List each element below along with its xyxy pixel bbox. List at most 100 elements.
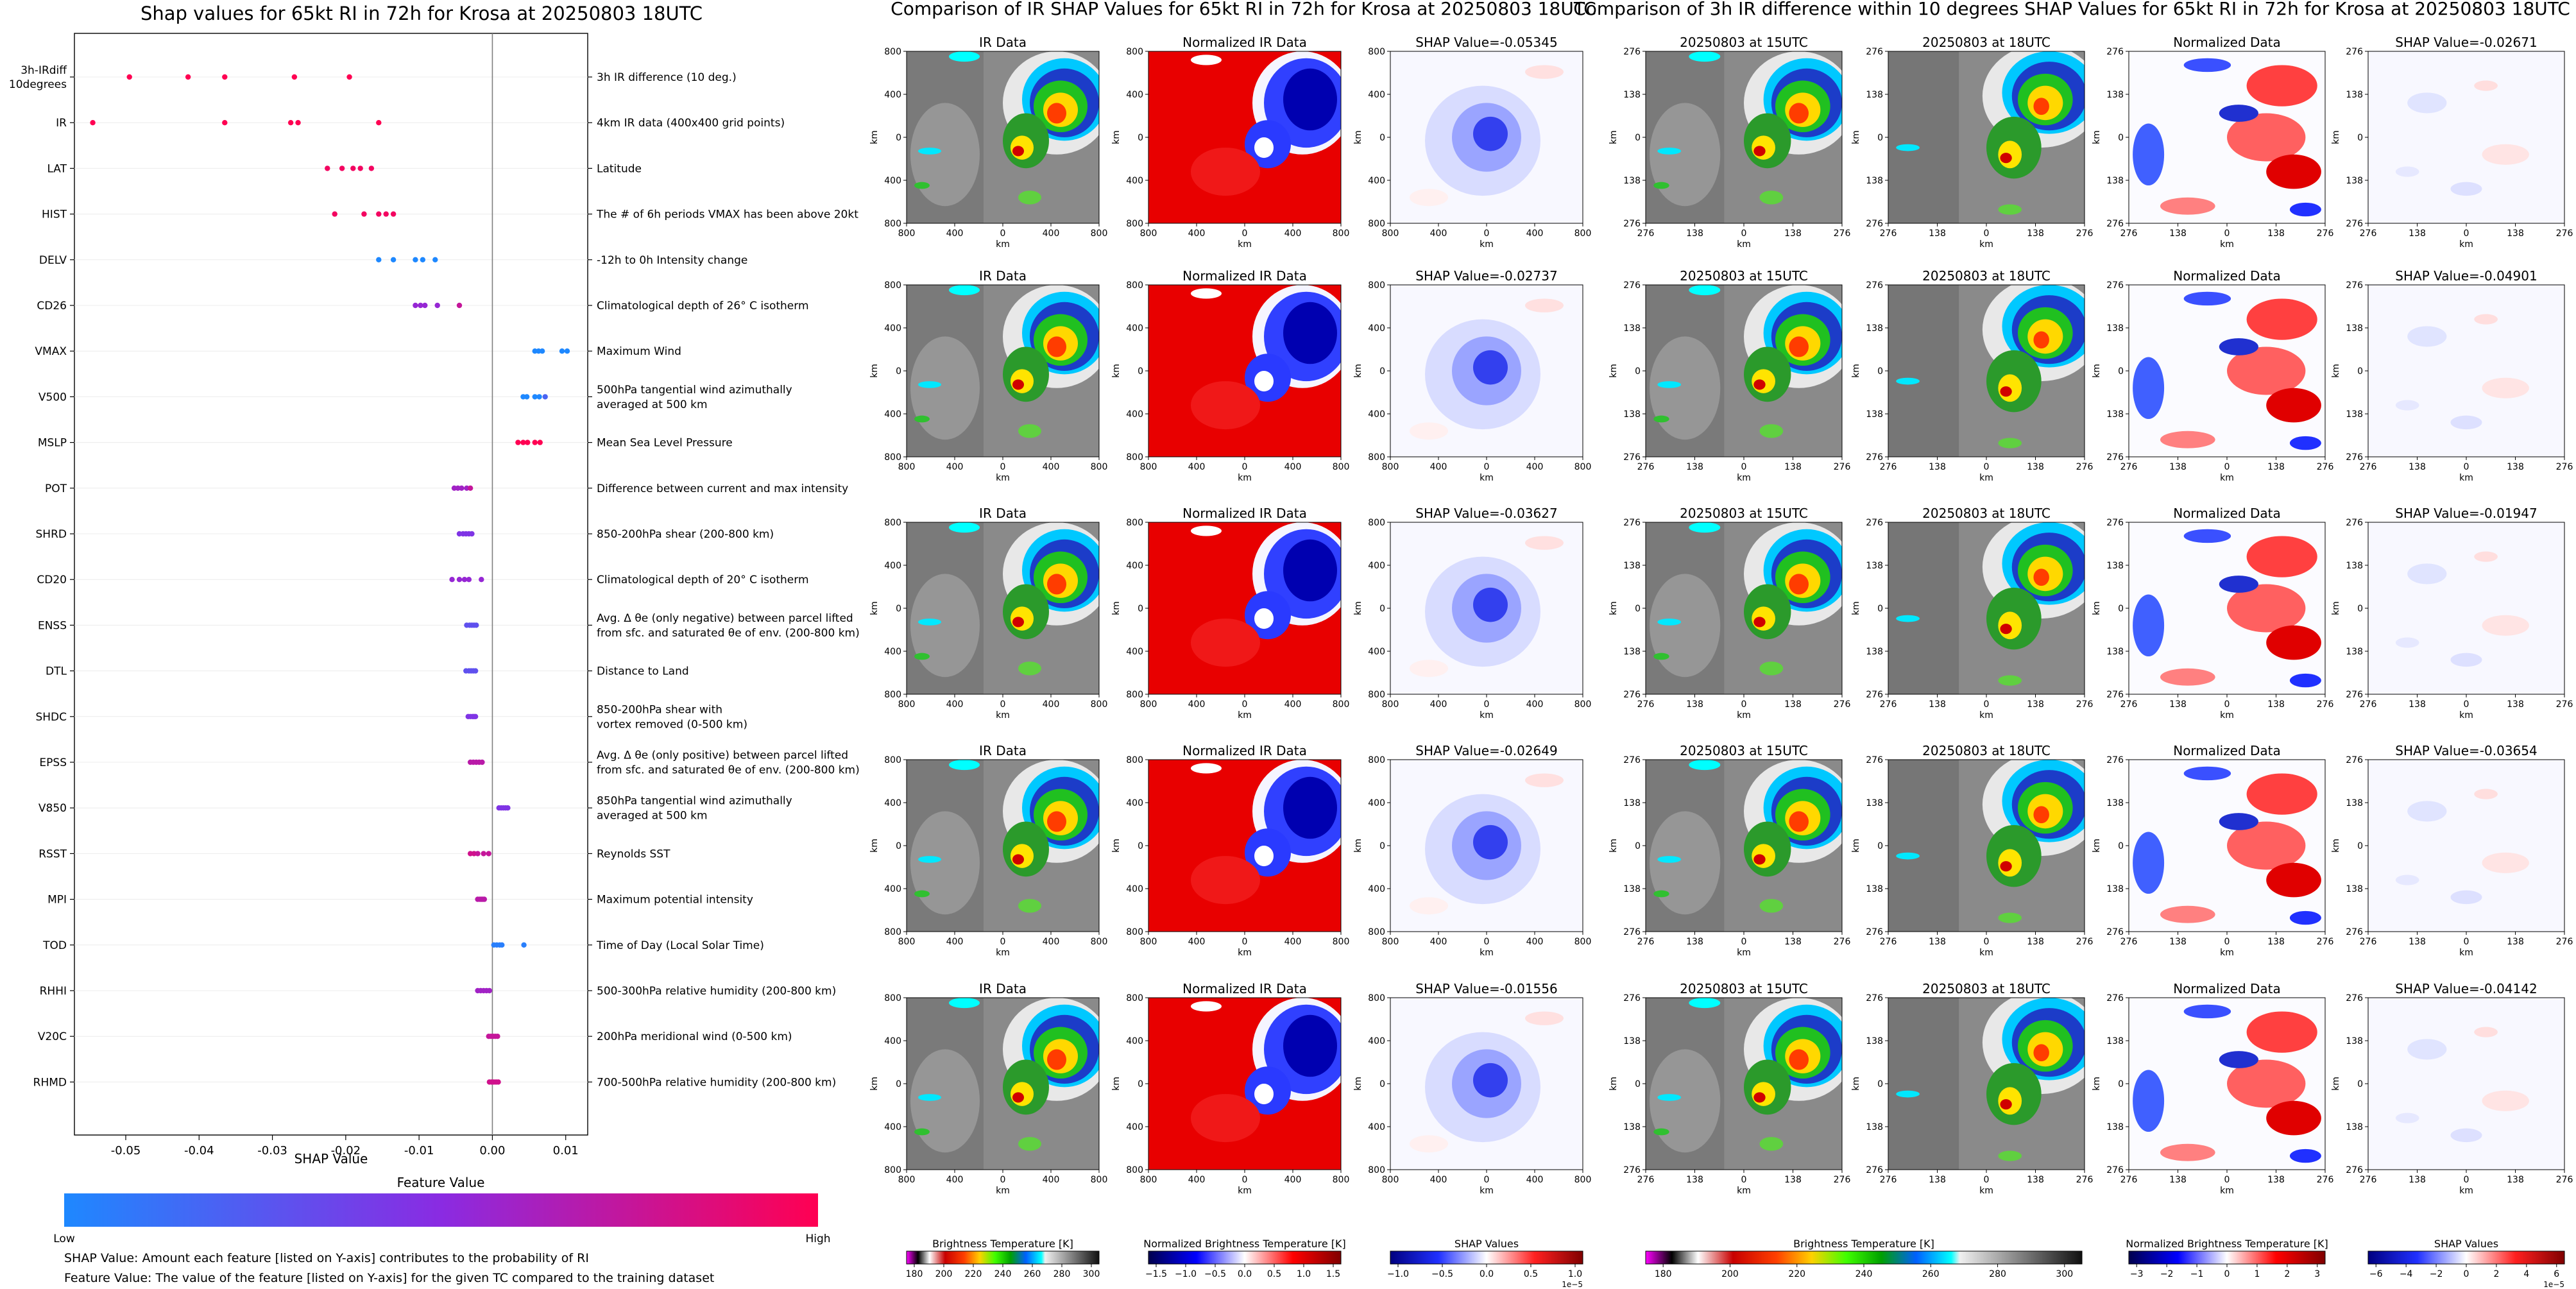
colorbar-gradient [906, 1251, 1100, 1265]
x-tick-label: 138 [2409, 228, 2426, 239]
panel-image [1645, 284, 1843, 457]
y-tick-label: 138 [1623, 647, 1641, 657]
y-tick-label: 0 [1379, 133, 1385, 143]
y-tick-label: 400 [884, 1036, 901, 1046]
feature-label: RHMD [33, 1076, 67, 1089]
image-panel: Normalized IR Data8008004004000040040080… [1111, 35, 1349, 250]
panel-title: 20250803 at 15UTC [1680, 743, 1808, 758]
colorbar-tick-label: 240 [1855, 1269, 1873, 1279]
feature-value-colorbar-label: Feature Value [397, 1175, 485, 1190]
y-tick-label: 276 [2106, 927, 2124, 937]
y-tick-label: 800 [884, 518, 901, 528]
x-tick-label: 400 [1043, 462, 1060, 472]
y-tick-label: 276 [1866, 690, 1883, 700]
x-tick-label: 400 [1284, 228, 1302, 239]
colorbar-tick-label: −3 [2130, 1269, 2144, 1279]
x-tick-label: 800 [1333, 699, 1350, 710]
colorbar-tick-label: 240 [994, 1269, 1012, 1279]
shap-point [499, 942, 505, 948]
colorbar-label: Normalized Brightness Temperature [K] [1143, 1238, 1346, 1250]
diff-shap-comparison: Comparison of 3h IR difference within 10… [1573, 0, 2573, 1289]
y-tick-label: 400 [884, 884, 901, 894]
feature-label: MSLP [38, 437, 67, 450]
y-tick-label: 800 [884, 927, 901, 937]
panel-image [2367, 51, 2565, 224]
shap-point [346, 74, 352, 80]
y-axis-label: km [2331, 839, 2341, 853]
y-tick-label: 276 [1623, 47, 1641, 57]
x-tick-label: 0 [1484, 937, 1490, 947]
y-tick-label: 138 [2346, 176, 2363, 186]
x-axis-label: km [1480, 239, 1494, 250]
y-tick-label: 800 [884, 452, 901, 463]
feature-description: 4km IR data (400x400 grid points) [597, 117, 785, 130]
x-tick-label: 0 [1984, 228, 1990, 239]
y-tick-label: 800 [1126, 993, 1143, 1003]
y-axis-label: km [2331, 601, 2341, 615]
shap-point [479, 577, 484, 583]
y-axis-label: km [869, 1077, 880, 1091]
image-panel: SHAP Value=-0.04901276276138138001381382… [2331, 268, 2573, 483]
x-axis-label: km [1238, 239, 1252, 250]
x-tick-label: 138 [1686, 462, 1703, 472]
x-tick-label: 138 [2507, 1175, 2524, 1185]
y-tick-label: 800 [1368, 993, 1385, 1003]
y-tick-label: 138 [1623, 1036, 1641, 1046]
x-tick-label: 276 [2120, 1175, 2138, 1185]
x-tick-label: 276 [2076, 228, 2094, 239]
colorbar-tick-label: 4 [2523, 1269, 2529, 1279]
x-tick-label: -0.02 [331, 1144, 361, 1157]
shap-point [469, 531, 475, 537]
y-tick-label: 138 [1866, 176, 1883, 186]
x-tick-label: 276 [1834, 937, 1851, 947]
y-tick-label: 800 [1126, 755, 1143, 765]
y-tick-label: 400 [1126, 176, 1143, 186]
feature-label: VMAX [35, 345, 67, 358]
colorbar-tick-label: −1 [2190, 1269, 2204, 1279]
x-tick-label: 276 [2360, 228, 2377, 239]
feature-label: RSST [38, 848, 67, 860]
panel-title: SHAP Value=-0.04901 [2395, 268, 2537, 284]
shap-point [486, 851, 491, 857]
image-panel: Normalized Data2762761381380013813827627… [2092, 981, 2333, 1196]
feature-label: 3h-IRdiff [21, 64, 67, 77]
shap-point [90, 120, 96, 126]
colorbar-tick-label: 0.0 [1480, 1269, 1494, 1279]
image-panel: 20250803 at 18UTC27627613813800138138276… [1851, 506, 2093, 721]
panel-image [2367, 284, 2565, 457]
y-axis-label: km [2092, 364, 2102, 378]
y-tick-label: 276 [2346, 690, 2363, 700]
y-tick-label: 138 [2346, 647, 2363, 657]
y-tick-label: 400 [1126, 90, 1143, 100]
y-tick-label: 0 [2357, 366, 2363, 377]
colorbar-tick-label: 220 [1788, 1269, 1805, 1279]
x-tick-label: 400 [1188, 1175, 1206, 1185]
y-axis-label: km [2331, 130, 2341, 144]
y-tick-label: 276 [1623, 690, 1641, 700]
ir-shap-comparison: Comparison of IR SHAP Values for 65kt RI… [869, 0, 1596, 1289]
y-tick-label: 276 [2346, 47, 2363, 57]
x-tick-label: 138 [1929, 699, 1946, 710]
image-panel: 20250803 at 15UTC27627613813800138138276… [1608, 506, 1850, 721]
image-panel: 20250803 at 18UTC27627613813800138138276… [1851, 743, 2093, 958]
beeswarm-chart: Shap values for 65kt RI in 72h for Krosa… [9, 3, 860, 1285]
y-tick-label: 0 [1138, 366, 1143, 377]
feature-description: averaged at 500 km [597, 810, 708, 823]
x-tick-label: 276 [1834, 1175, 1851, 1185]
x-tick-label: 138 [2267, 699, 2285, 710]
panel-image [1390, 51, 1583, 224]
y-tick-label: 138 [2346, 1036, 2363, 1046]
image-panel: Normalized IR Data8008004004000040040080… [1111, 268, 1349, 483]
x-tick-label: 276 [2120, 937, 2138, 947]
panel-title: Normalized IR Data [1182, 743, 1307, 758]
panel-title: Normalized Data [2173, 743, 2281, 758]
panel-image [1888, 997, 2085, 1170]
y-tick-label: 138 [2106, 90, 2124, 100]
x-tick-label: 138 [1686, 1175, 1703, 1185]
x-axis-label: km [1979, 710, 1993, 721]
feature-description: Latitude [597, 162, 642, 175]
feature-label: SHDC [35, 711, 67, 724]
feature-description: Climatological depth of 20° C isotherm [597, 574, 809, 586]
x-tick-label: 0 [1242, 228, 1248, 239]
